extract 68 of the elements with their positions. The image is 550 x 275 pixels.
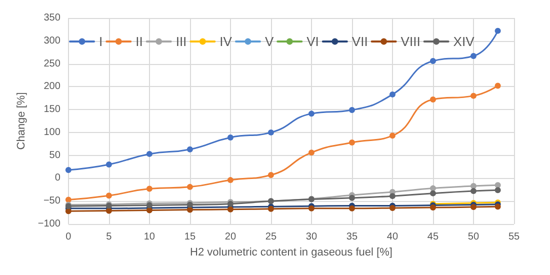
x-tick-label: 40 bbox=[386, 232, 398, 242]
point bbox=[470, 204, 476, 210]
x-tick-label: 15 bbox=[184, 232, 196, 242]
point bbox=[430, 96, 436, 102]
point bbox=[470, 52, 476, 59]
x-tick-label: 50 bbox=[468, 232, 480, 242]
x-axis-title: H2 volumetric content in gaseous fuel [%] bbox=[190, 246, 392, 258]
x-tick-label: 10 bbox=[144, 232, 156, 242]
point bbox=[430, 58, 436, 64]
x-tick-label: 5 bbox=[106, 232, 112, 242]
y-tick-label: 350 bbox=[44, 12, 61, 24]
legend-label: II bbox=[136, 34, 143, 49]
point bbox=[348, 205, 355, 212]
point bbox=[227, 177, 234, 184]
point bbox=[389, 91, 396, 98]
point bbox=[227, 134, 234, 140]
y-tick-label: 150 bbox=[44, 104, 61, 116]
point bbox=[65, 208, 72, 214]
point bbox=[146, 150, 152, 157]
y-tick-label: 200 bbox=[44, 81, 61, 92]
y-tick-label: 250 bbox=[44, 58, 61, 70]
point bbox=[494, 28, 501, 34]
point bbox=[494, 82, 501, 89]
point bbox=[348, 194, 355, 201]
point bbox=[268, 129, 274, 136]
point bbox=[494, 187, 501, 194]
point bbox=[430, 190, 436, 196]
point bbox=[308, 110, 314, 117]
x-tick-label: 35 bbox=[346, 232, 358, 242]
legend-label: IV bbox=[220, 34, 232, 49]
y-tick-label: 0 bbox=[54, 172, 61, 184]
y-tick-label: 300 bbox=[44, 35, 61, 46]
x-tick-label: 25 bbox=[265, 232, 277, 242]
legend-label: V bbox=[264, 34, 274, 49]
legend-label: VI bbox=[306, 34, 319, 49]
point bbox=[389, 132, 396, 139]
point bbox=[430, 185, 436, 192]
x-tick-label: 20 bbox=[224, 232, 236, 242]
point bbox=[186, 184, 193, 190]
y-tick-label: −50 bbox=[43, 196, 61, 207]
y-tick-label: 50 bbox=[49, 150, 61, 161]
point bbox=[348, 140, 355, 146]
y-tick-label: −100 bbox=[38, 218, 61, 230]
legend-label: III bbox=[176, 34, 187, 49]
x-tick-label: 30 bbox=[306, 232, 318, 242]
point bbox=[65, 166, 72, 173]
point bbox=[430, 204, 436, 211]
point bbox=[470, 188, 476, 194]
point bbox=[106, 192, 112, 199]
x-tick-label: 45 bbox=[427, 232, 439, 242]
point bbox=[146, 186, 152, 192]
point bbox=[65, 196, 72, 203]
legend-label: I bbox=[99, 34, 103, 49]
point bbox=[494, 204, 501, 210]
x-tick-label: 0 bbox=[66, 232, 72, 242]
y-tick-label: 100 bbox=[44, 126, 61, 138]
point bbox=[106, 161, 112, 168]
legend-label: XIV bbox=[453, 34, 475, 49]
point bbox=[186, 146, 193, 152]
point bbox=[389, 193, 396, 200]
point bbox=[470, 92, 476, 99]
legend-label: VIII bbox=[400, 34, 420, 49]
x-tick-label: 55 bbox=[508, 232, 520, 242]
legend-label: VII bbox=[352, 34, 368, 49]
point bbox=[308, 150, 314, 156]
point bbox=[268, 172, 274, 178]
point bbox=[348, 107, 355, 114]
y-axis-title: Change [%] bbox=[16, 92, 28, 150]
